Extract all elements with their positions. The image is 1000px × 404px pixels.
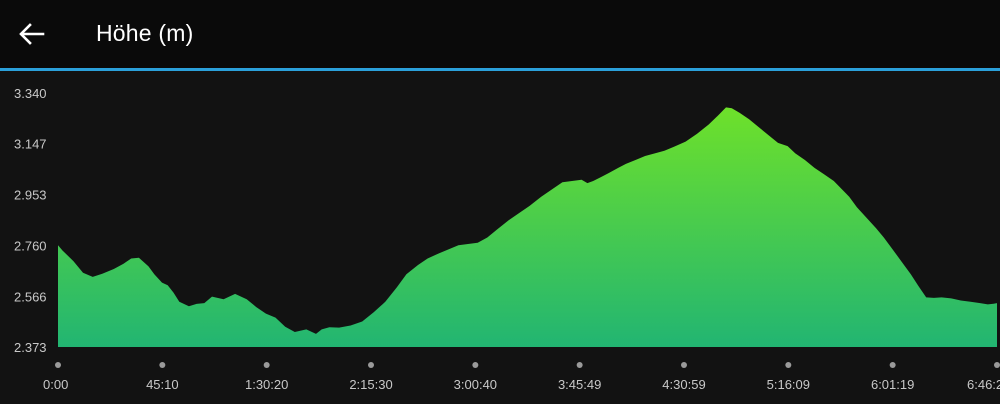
x-tick-dot xyxy=(472,362,479,368)
y-tick-label: 3.340 xyxy=(14,86,47,101)
x-tick-dot xyxy=(785,362,792,368)
x-tick-label: 1:30:20 xyxy=(245,377,288,392)
x-tick-label: 3:45:49 xyxy=(558,377,601,392)
x-axis: 0:00 45:10 1:30:20 2:15:30 3:00:40 3:45:49 4:3… xyxy=(43,362,1000,392)
x-tick-label: 6:01:19 xyxy=(871,377,914,392)
y-axis: 3.340 3.147 2.953 2.760 2.566 2.373 xyxy=(14,86,47,355)
arrow-left-icon xyxy=(19,23,45,45)
x-tick-dot xyxy=(368,362,375,368)
x-tick-label: 0:00 xyxy=(43,377,68,392)
elevation-chart[interactable]: 3.340 3.147 2.953 2.760 2.566 2.373 0:00 45:10… xyxy=(0,71,1000,404)
x-tick-dot xyxy=(994,362,1000,368)
y-tick-label: 2.760 xyxy=(14,238,47,253)
x-tick-dot xyxy=(680,362,687,368)
app-bar: Höhe (m) xyxy=(0,0,1000,68)
page-title: Höhe (m) xyxy=(96,20,194,46)
elevation-area xyxy=(58,107,997,348)
x-tick-label: 4:30:59 xyxy=(662,377,705,392)
x-tick-dot xyxy=(263,362,270,368)
x-tick-dot xyxy=(159,362,166,368)
y-tick-label: 2.566 xyxy=(14,289,47,304)
x-tick-label: 5:16:09 xyxy=(767,377,810,392)
x-tick-dot xyxy=(889,362,896,368)
x-tick-label: 6:46:2 xyxy=(967,377,1000,392)
back-button[interactable] xyxy=(12,14,52,54)
x-tick-dot xyxy=(576,362,583,368)
y-tick-label: 2.373 xyxy=(14,340,47,355)
y-tick-label: 2.953 xyxy=(14,188,47,203)
x-tick-dot xyxy=(55,362,61,368)
x-tick-label: 45:10 xyxy=(146,377,179,392)
x-tick-label: 2:15:30 xyxy=(349,377,392,392)
app-bar-accent-line xyxy=(0,68,1000,71)
y-tick-label: 3.147 xyxy=(14,137,47,152)
x-tick-label: 3:00:40 xyxy=(454,377,497,392)
